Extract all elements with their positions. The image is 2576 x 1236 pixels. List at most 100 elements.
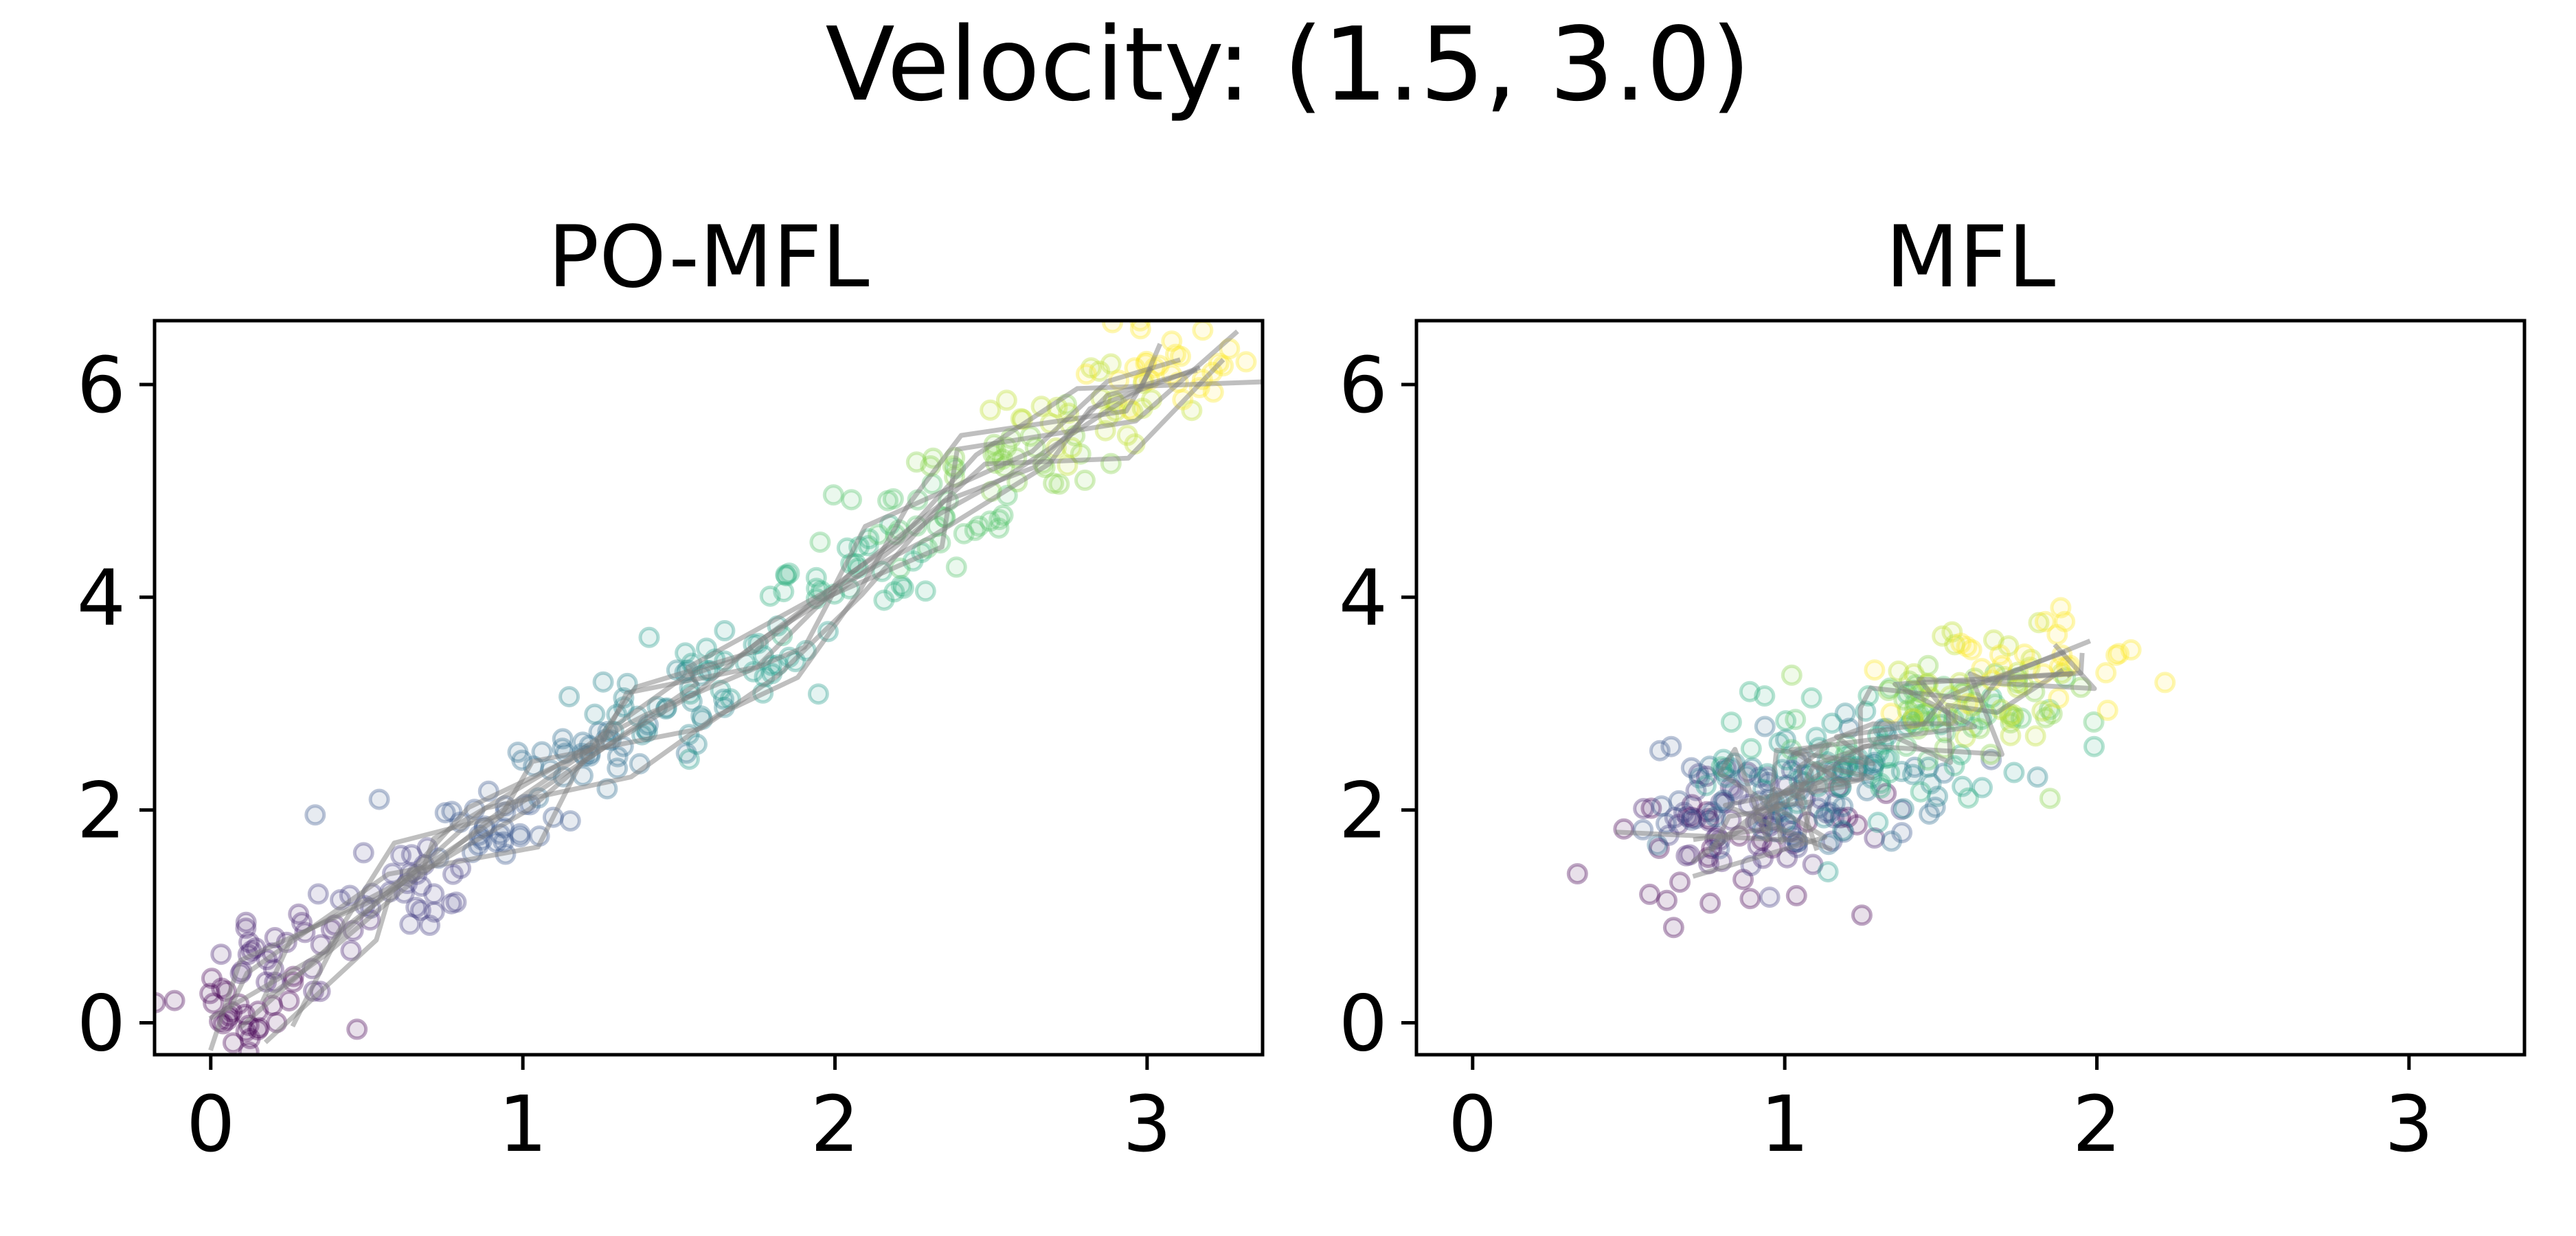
- scatter-point: [759, 585, 781, 607]
- scatter-point: [1697, 808, 1719, 829]
- y-tick-label: 6: [77, 341, 126, 431]
- scatter-point: [1754, 716, 1776, 737]
- scatter-point: [1235, 351, 1257, 373]
- trajectory-lines: [208, 329, 1263, 1051]
- scatter-point: [1648, 838, 1670, 859]
- scatter-point: [1834, 702, 1856, 724]
- scatter-point: [945, 556, 967, 578]
- axes-frame: [152, 319, 1265, 1057]
- scatter-point: [441, 801, 463, 823]
- scatter-point: [995, 389, 1017, 411]
- scatter-point: [592, 671, 614, 693]
- scatter-point: [1100, 353, 1122, 375]
- scatter-point: [675, 642, 697, 664]
- trajectory-line: [208, 367, 1198, 1021]
- scatter-point: [222, 1032, 244, 1054]
- scatter-point: [2013, 643, 2035, 665]
- scatter-point: [1688, 767, 1710, 789]
- scatter-point: [2035, 707, 2057, 729]
- scatter-point: [638, 626, 660, 648]
- scatter-point: [1989, 644, 2011, 666]
- scatter-point: [1910, 781, 1932, 803]
- plot-area: [155, 321, 1263, 1055]
- scatter-point: [1950, 632, 1971, 654]
- scatter-point: [2000, 724, 2022, 746]
- scatter-point: [1633, 798, 1655, 820]
- scatter-point: [1656, 812, 1677, 834]
- scatter-point: [1821, 712, 1843, 734]
- scatter-point: [1129, 321, 1151, 340]
- scatter-point: [409, 900, 431, 922]
- scatter-point: [1699, 892, 1721, 914]
- scatter-point: [1891, 822, 1913, 844]
- scatter-point: [675, 742, 697, 764]
- scatter-point: [2083, 735, 2105, 757]
- axes-frame: [1414, 319, 2527, 1057]
- scatter-point: [2024, 725, 2046, 747]
- scatter-point: [210, 943, 232, 965]
- scatter-point: [2095, 662, 2117, 684]
- scatter-point: [914, 580, 936, 602]
- scatter-point: [1982, 629, 2004, 651]
- scatter-point: [988, 517, 1010, 539]
- scatter-point: [1192, 321, 1214, 341]
- scatter-point: [1680, 757, 1702, 779]
- scatter-point: [1668, 790, 1690, 812]
- scatter-point: [877, 490, 899, 512]
- scatter-point: [2097, 699, 2119, 721]
- scatter-point: [890, 575, 912, 597]
- scatter-point: [1890, 761, 1912, 782]
- scatter-point: [238, 1041, 260, 1055]
- scatter-point: [773, 581, 795, 603]
- scatter-point: [558, 686, 580, 708]
- y-tick-label: 2: [1339, 767, 1388, 856]
- scatter-point: [1695, 765, 1717, 787]
- scatter-point: [1775, 729, 1796, 751]
- y-tick-label: 2: [77, 767, 126, 856]
- plot-area: [1566, 597, 2176, 939]
- scatter-point: [1673, 801, 1695, 823]
- scatter-point: [1919, 803, 1941, 825]
- scatter-point: [1074, 469, 1096, 491]
- scatter-point: [1897, 700, 1919, 721]
- x-tick-label: 0: [1448, 1080, 1497, 1169]
- scatter-point: [278, 990, 300, 1012]
- scatter-point: [776, 564, 798, 586]
- scatter-point: [1920, 772, 1942, 794]
- y-tick-label: 0: [77, 980, 126, 1069]
- scatter-point: [1785, 709, 1807, 731]
- scatter-point: [1785, 884, 1807, 906]
- scatter-point: [1941, 621, 1963, 643]
- x-tick-label: 0: [186, 1080, 235, 1169]
- scatter-point: [199, 983, 221, 1005]
- scatter-point: [2039, 698, 2060, 720]
- trajectory-line: [266, 365, 1201, 1000]
- scatter-point: [1927, 786, 1949, 808]
- scatter-point: [2041, 703, 2063, 724]
- scatter-point: [1870, 777, 1892, 799]
- scatter-point: [440, 893, 462, 915]
- scatter-point: [201, 968, 223, 989]
- scatter-point: [1181, 400, 1203, 422]
- subplot-po-mfl: PO-MFL 0 1 2 3 0 2 4 6: [77, 208, 1265, 1169]
- y-tick-label: 0: [1339, 980, 1388, 1069]
- scatter-point: [1075, 363, 1097, 385]
- scatter-point: [778, 562, 800, 584]
- scatter-point: [1677, 805, 1699, 827]
- y-tick-label: 6: [1339, 341, 1388, 431]
- scatter-point: [559, 810, 581, 832]
- scatter-point: [1566, 863, 1588, 884]
- scatter-point: [2154, 672, 2176, 694]
- scatter-point: [1739, 888, 1761, 910]
- scatter-point: [883, 581, 905, 603]
- scatter-point: [2026, 766, 2048, 788]
- scatter-point: [1864, 827, 1886, 849]
- scatter-point: [1998, 635, 2020, 657]
- scatter-point: [1952, 775, 1974, 797]
- scatter-point: [1802, 854, 1824, 876]
- scatter-point: [841, 489, 862, 511]
- scatter-point: [1932, 625, 1954, 647]
- scatter-point: [2050, 597, 2072, 619]
- scatter-point: [1890, 799, 1912, 821]
- scatter-point: [509, 823, 531, 845]
